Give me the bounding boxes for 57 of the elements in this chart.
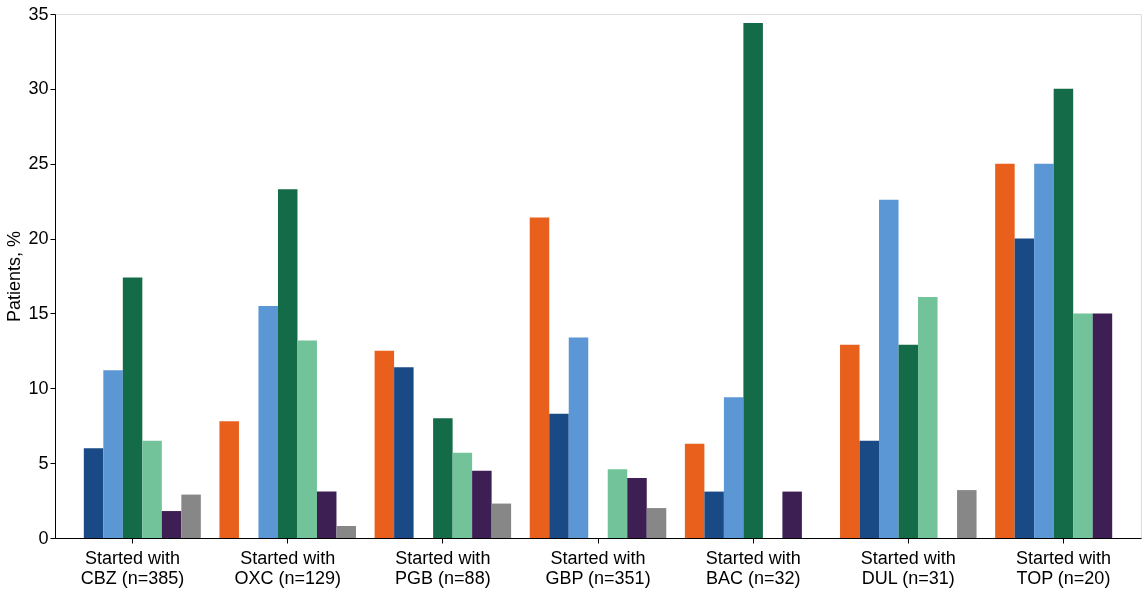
bar — [723, 397, 744, 538]
x-tick-label: Started with DUL (n=31) — [860, 547, 956, 588]
x-tick-label: Started with TOP (n=20) — [1015, 547, 1111, 588]
bar — [1092, 313, 1113, 538]
y-tick-label: 35 — [28, 3, 49, 24]
bar — [181, 494, 201, 538]
bar — [452, 452, 473, 538]
bar — [549, 413, 569, 538]
bar — [1034, 163, 1054, 538]
bar — [898, 344, 919, 538]
bar — [918, 296, 938, 538]
bar — [646, 508, 667, 538]
x-tick-label: Started with PGB (n=88) — [395, 547, 491, 588]
bar — [83, 448, 104, 538]
bar — [1014, 238, 1035, 538]
bar — [491, 503, 512, 538]
bar — [374, 350, 395, 538]
bar — [529, 217, 550, 538]
bar — [1073, 313, 1093, 538]
y-tick-label: 30 — [28, 78, 49, 99]
x-tick-label: Started with OXC (n=129) — [234, 547, 341, 588]
bar — [879, 199, 899, 538]
bar — [336, 526, 356, 538]
bar — [859, 440, 880, 538]
bar — [957, 490, 977, 538]
bar — [568, 337, 589, 538]
bar — [1053, 88, 1074, 538]
x-tick-label: Started with GBP (n=351) — [545, 547, 651, 588]
x-tick-label: Started with CBZ (n=385) — [80, 547, 185, 588]
x-tick-label: Started with BAC (n=32) — [705, 547, 801, 588]
y-tick-label: 5 — [38, 452, 49, 473]
y-tick-label: 10 — [28, 377, 49, 398]
y-tick-label: 0 — [38, 527, 49, 548]
bar — [607, 469, 628, 538]
y-tick-label: 20 — [28, 228, 49, 249]
y-tick-label: 25 — [28, 153, 49, 174]
bar — [316, 491, 337, 538]
bar — [782, 491, 802, 538]
bar — [684, 443, 705, 538]
bar — [995, 163, 1015, 538]
bar — [743, 22, 763, 538]
bar — [704, 491, 724, 538]
bar — [840, 344, 860, 538]
bar — [433, 418, 453, 538]
bar — [394, 367, 414, 538]
y-tick-label: 15 — [28, 302, 49, 323]
bar — [122, 277, 143, 538]
bar — [258, 305, 278, 538]
y-axis-title: Patients, % — [4, 230, 25, 323]
bar — [103, 370, 123, 538]
bar — [297, 340, 317, 538]
bar — [219, 421, 239, 538]
bar — [161, 511, 182, 538]
bar — [277, 189, 298, 538]
bar — [472, 470, 492, 538]
bar — [627, 478, 647, 538]
bar — [142, 440, 162, 538]
